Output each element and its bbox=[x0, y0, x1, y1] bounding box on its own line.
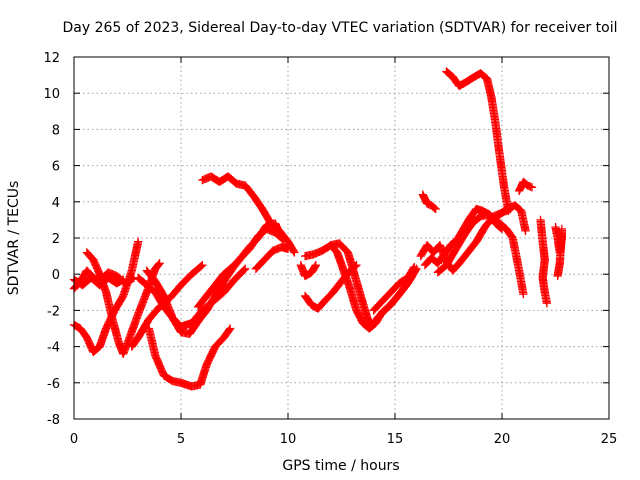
series-track-09 bbox=[198, 172, 299, 257]
series-track-10 bbox=[251, 242, 293, 273]
data-point-markers bbox=[551, 222, 567, 281]
grid bbox=[74, 57, 609, 419]
series-track-19 bbox=[442, 67, 513, 216]
series-track-22 bbox=[514, 177, 537, 196]
y-tick-label: 4 bbox=[52, 196, 60, 211]
data-point-markers bbox=[251, 242, 293, 273]
series-track-15 bbox=[369, 262, 419, 315]
data-point-markers bbox=[493, 201, 530, 235]
data-point-markers bbox=[433, 210, 528, 299]
x-tick-label: 25 bbox=[601, 432, 618, 447]
x-tick-label: 20 bbox=[494, 432, 511, 447]
series-track-14 bbox=[326, 241, 421, 333]
series-track-11 bbox=[296, 260, 320, 281]
y-tick-label: 10 bbox=[43, 87, 60, 102]
data-point-markers bbox=[198, 172, 299, 257]
y-axis-label: SDTVAR / TECUs bbox=[6, 181, 22, 296]
x-tick-label: 0 bbox=[70, 432, 78, 447]
series-track-24 bbox=[551, 222, 567, 281]
data-point-markers bbox=[326, 241, 421, 333]
data-point-markers bbox=[442, 67, 513, 216]
data-point-markers bbox=[82, 248, 164, 358]
y-tick-label: -4 bbox=[47, 341, 60, 356]
y-tick-label: 2 bbox=[52, 232, 60, 247]
data-marks bbox=[69, 67, 567, 391]
x-tick-label: 10 bbox=[280, 432, 297, 447]
chart-title: Day 265 of 2023, Sidereal Day-to-day VTE… bbox=[62, 20, 617, 36]
data-point-markers bbox=[418, 190, 440, 214]
y-tick-label: -6 bbox=[47, 377, 60, 392]
x-axis-label: GPS time / hours bbox=[282, 458, 399, 474]
y-tick-label: 0 bbox=[52, 268, 60, 283]
series-track-23 bbox=[536, 215, 552, 308]
series-track-16 bbox=[418, 190, 440, 214]
data-point-markers bbox=[514, 177, 537, 196]
series-track-21 bbox=[493, 201, 530, 235]
x-tick-label: 15 bbox=[387, 432, 404, 447]
series-track-03 bbox=[82, 248, 164, 358]
y-tick-label: -8 bbox=[47, 413, 60, 428]
x-tick-label: 5 bbox=[177, 432, 185, 447]
y-tick-label: 6 bbox=[52, 160, 60, 175]
data-point-markers bbox=[536, 215, 552, 308]
data-point-markers bbox=[144, 324, 235, 391]
data-point-markers bbox=[296, 260, 320, 281]
y-tick-label: 8 bbox=[52, 123, 60, 138]
axis-ticks: 0 5 10 15 20 25 -8 -6 -4 -2 0 2 4 6 8 10 12 bbox=[43, 51, 617, 447]
y-tick-label: -2 bbox=[47, 304, 60, 319]
data-point-markers bbox=[369, 262, 419, 315]
y-tick-label: 12 bbox=[43, 51, 60, 66]
series-track-05 bbox=[144, 324, 235, 391]
series-track-20 bbox=[433, 210, 528, 299]
